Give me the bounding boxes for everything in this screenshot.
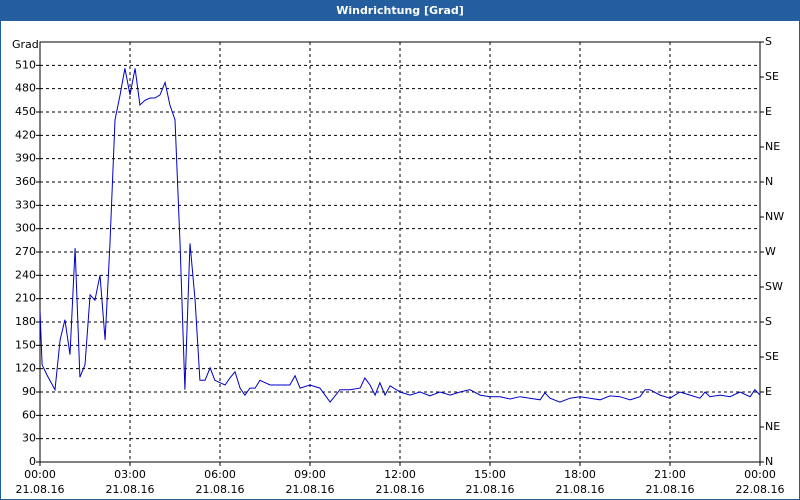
y-tick-label: 150 [15, 338, 36, 351]
y-tick-label: 90 [22, 385, 36, 398]
y2-tick-label: NE [765, 420, 780, 433]
y2-tick-label: SW [765, 280, 783, 293]
x-tick-label: 03:00 [114, 468, 146, 481]
x-tick-label: 06:00 [204, 468, 236, 481]
y-tick-label: 210 [15, 292, 36, 305]
x-tick-date: 21.08.16 [16, 483, 65, 496]
y2-tick-label: W [765, 245, 776, 258]
x-tick-date: 22.08.16 [736, 483, 785, 496]
y2-tick-label: NE [765, 140, 780, 153]
y-tick-label: 510 [15, 58, 36, 71]
x-tick-label: 21:00 [654, 468, 686, 481]
y2-tick-label: S [765, 35, 772, 48]
y2-tick-label: E [765, 385, 772, 398]
y-tick-label: 30 [22, 432, 36, 445]
y2-tick-label: E [765, 105, 772, 118]
y2-tick-label: N [765, 175, 773, 188]
y-tick-label: 270 [15, 245, 36, 258]
x-tick-label: 00:00 [24, 468, 56, 481]
y-tick-label: 420 [15, 128, 36, 141]
y2-tick-label: SE [765, 70, 779, 83]
y2-tick-label: NW [765, 210, 784, 223]
x-tick-date: 21.08.16 [196, 483, 245, 496]
y-tick-label: 480 [15, 82, 36, 95]
y-tick-label: 180 [15, 315, 36, 328]
x-tick-date: 21.08.16 [376, 483, 425, 496]
y-axis-label: Grad [12, 38, 39, 51]
y2-tick-label: S [765, 315, 772, 328]
plot-border [39, 41, 761, 463]
x-tick-label: 15:00 [474, 468, 506, 481]
y-tick-label: 60 [22, 408, 36, 421]
x-tick-date: 21.08.16 [646, 483, 695, 496]
y-tick-label: 120 [15, 362, 36, 375]
x-tick-date: 21.08.16 [556, 483, 605, 496]
y-tick-label: 240 [15, 268, 36, 281]
y2-tick-label: SE [765, 350, 779, 363]
x-tick-label: 18:00 [564, 468, 596, 481]
chart-title: Windrichtung [Grad] [336, 4, 464, 17]
title-bar [0, 0, 800, 21]
x-tick-date: 21.08.16 [466, 483, 515, 496]
y-tick-label: 300 [15, 222, 36, 235]
y-tick-label: 330 [15, 198, 36, 211]
y-tick-label: 450 [15, 105, 36, 118]
x-tick-date: 21.08.16 [106, 483, 155, 496]
y-tick-label: 0 [29, 455, 36, 468]
x-tick-date: 21.08.16 [286, 483, 335, 496]
x-tick-label: 09:00 [294, 468, 326, 481]
data-line [39, 68, 761, 403]
y-tick-label: 390 [15, 152, 36, 165]
x-tick-label: 12:00 [384, 468, 416, 481]
x-tick-label: 00:00 [744, 468, 776, 481]
y2-tick-label: N [765, 455, 773, 468]
y-tick-label: 360 [15, 175, 36, 188]
